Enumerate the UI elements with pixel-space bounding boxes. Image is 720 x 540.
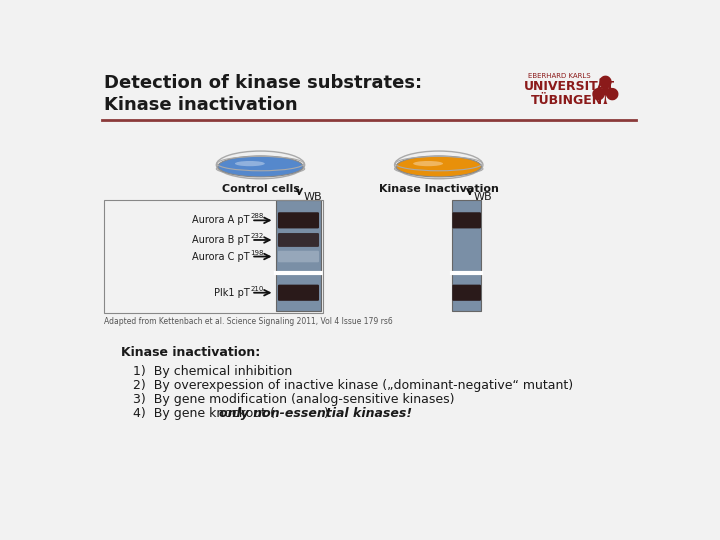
Ellipse shape	[395, 163, 483, 175]
Text: 3)  By gene modification (analog-sensitive kinases): 3) By gene modification (analog-sensitiv…	[132, 393, 454, 406]
Text: WB: WB	[474, 192, 492, 202]
Text: Plk1 pT: Plk1 pT	[214, 288, 250, 298]
Ellipse shape	[218, 156, 303, 177]
Ellipse shape	[413, 161, 443, 166]
Text: Adapted from Kettenbach et al. Science Signaling 2011, Vol 4 Issue 179 rs6: Adapted from Kettenbach et al. Science S…	[104, 318, 392, 326]
FancyBboxPatch shape	[278, 212, 319, 228]
FancyBboxPatch shape	[278, 251, 319, 262]
Text: Kinase Inactivation: Kinase Inactivation	[379, 184, 499, 194]
Text: Kinase inactivation: Kinase inactivation	[104, 96, 297, 113]
Text: WB: WB	[303, 192, 322, 202]
Text: Aurora C pT: Aurora C pT	[192, 252, 250, 261]
Text: UNIVERSITÄT: UNIVERSITÄT	[524, 80, 615, 93]
Text: TÜBINGEN: TÜBINGEN	[531, 94, 603, 107]
Bar	[452, 200, 482, 311]
Text: EBERHARD KARLS: EBERHARD KARLS	[528, 72, 590, 78]
Ellipse shape	[395, 151, 483, 179]
Text: Aurora A pT: Aurora A pT	[192, 215, 250, 225]
Ellipse shape	[216, 163, 305, 175]
Text: Control cells: Control cells	[222, 184, 300, 194]
FancyBboxPatch shape	[278, 285, 319, 301]
Ellipse shape	[396, 156, 482, 177]
Text: 4)  By gene knockout (: 4) By gene knockout (	[132, 407, 274, 420]
Text: 2)  By overexpession of inactive kinase („dominant-negative“ mutant): 2) By overexpession of inactive kinase (…	[132, 379, 572, 392]
Text: 210: 210	[250, 286, 264, 292]
Text: 198: 198	[250, 249, 264, 255]
FancyBboxPatch shape	[452, 285, 481, 301]
Ellipse shape	[235, 161, 265, 166]
Text: 288: 288	[250, 213, 264, 219]
Text: only non-essential kinases!: only non-essential kinases!	[219, 407, 412, 420]
Text: ): )	[324, 407, 329, 420]
Text: Detection of kinase substrates:: Detection of kinase substrates:	[104, 74, 422, 92]
Text: Aurora B pT: Aurora B pT	[192, 235, 250, 245]
Text: 1)  By chemical inhibition: 1) By chemical inhibition	[132, 365, 292, 378]
Ellipse shape	[216, 151, 305, 179]
Bar	[276, 200, 321, 311]
Bar	[104, 200, 323, 313]
Text: ♣: ♣	[588, 74, 623, 112]
FancyBboxPatch shape	[452, 212, 481, 228]
Text: 232: 232	[250, 233, 264, 239]
FancyBboxPatch shape	[278, 233, 319, 247]
Text: Kinase inactivation:: Kinase inactivation:	[121, 346, 260, 359]
